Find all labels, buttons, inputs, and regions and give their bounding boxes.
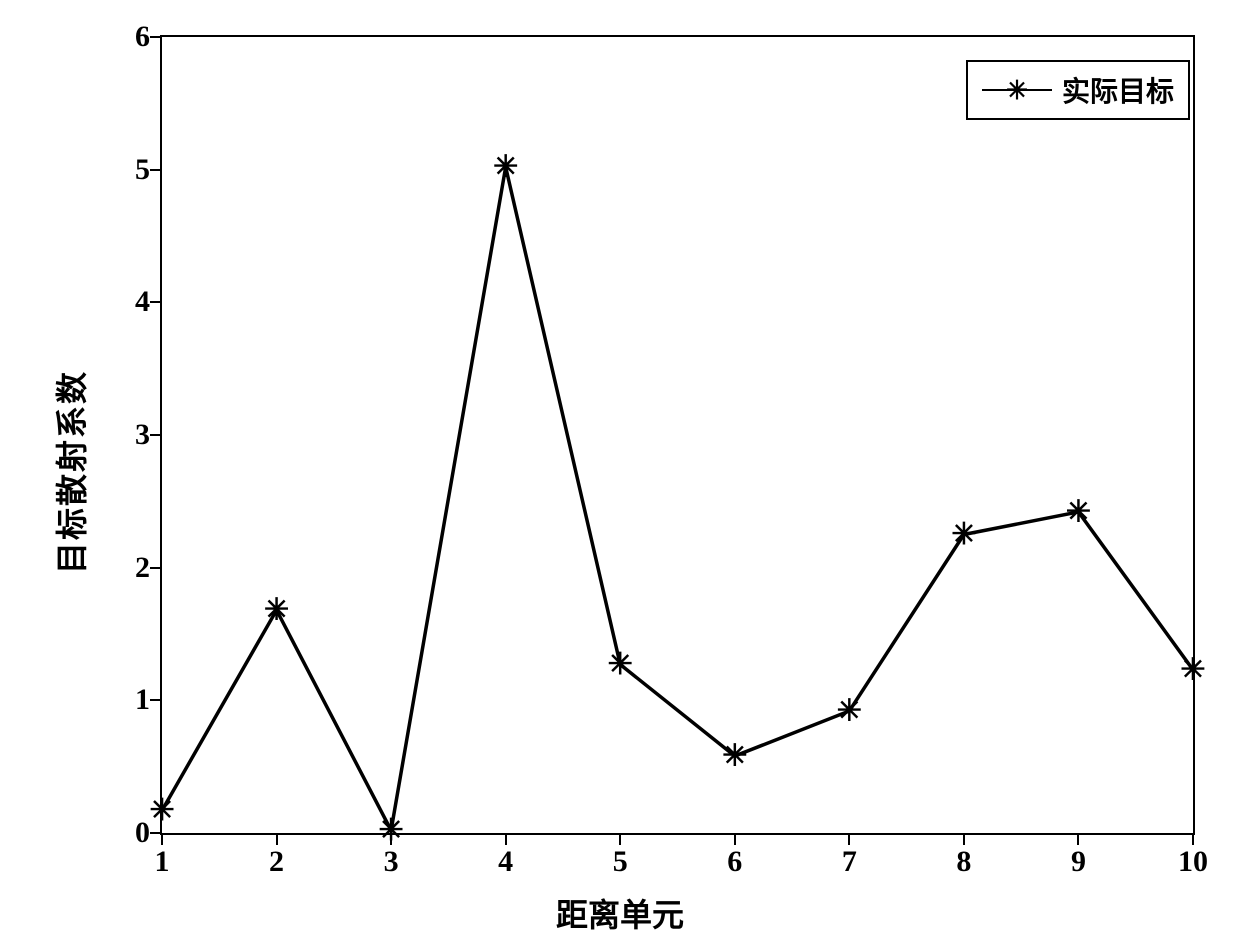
y-axis-label: 目标散射系数 [47, 369, 93, 573]
x-tick-label: 2 [252, 845, 302, 879]
x-tick [1192, 835, 1194, 845]
legend-sample-line: ✳ [982, 89, 1052, 91]
y-tick [150, 699, 160, 701]
x-tick-label: 10 [1168, 845, 1218, 879]
asterisk-icon: ✳ [837, 694, 862, 727]
asterisk-icon: ✳ [149, 794, 174, 827]
x-tick [963, 835, 965, 845]
x-tick-label: 9 [1053, 845, 1103, 879]
x-tick [848, 835, 850, 845]
y-tick-label: 2 [110, 551, 150, 585]
legend-label: 实际目标 [1062, 70, 1174, 110]
x-axis-label: 距离单元 [556, 890, 684, 936]
asterisk-icon: ✳ [722, 740, 747, 773]
asterisk-icon: ✳ [608, 648, 633, 681]
data-markers: ✳ ✳ ✳ ✳ ✳ ✳ ✳ ✳ ✳ ✳ [149, 151, 1205, 847]
asterisk-icon: ✳ [264, 594, 289, 627]
plot-svg: ✳✳✳✳✳✳✳✳✳✳ [160, 35, 1195, 835]
y-tick [150, 832, 160, 834]
x-tick [505, 835, 507, 845]
y-tick [150, 36, 160, 38]
x-tick [161, 835, 163, 845]
x-tick-label: 4 [481, 845, 531, 879]
asterisk-icon: ✳ [1066, 495, 1091, 528]
y-tick-label: 4 [110, 285, 150, 319]
y-tick [150, 434, 160, 436]
y-tick [150, 567, 160, 569]
asterisk-icon: ✳ [1180, 653, 1205, 686]
asterisk-icon: ✳ [379, 814, 404, 847]
asterisk-icon: ✳ [1006, 77, 1028, 103]
x-tick-label: 7 [824, 845, 874, 879]
asterisk-icon: ✳ [493, 151, 518, 184]
y-tick-label: 6 [110, 20, 150, 54]
y-tick-label: 3 [110, 418, 150, 452]
legend: ✳ 实际目标 [966, 60, 1190, 120]
x-tick-label: 8 [939, 845, 989, 879]
y-tick [150, 301, 160, 303]
data-series-line [162, 167, 1193, 830]
x-tick [734, 835, 736, 845]
y-tick [150, 169, 160, 171]
x-tick-label: 3 [366, 845, 416, 879]
x-tick-label: 6 [710, 845, 760, 879]
x-tick [619, 835, 621, 845]
x-tick-label: 1 [137, 845, 187, 879]
y-tick-label: 5 [110, 153, 150, 187]
x-tick-label: 5 [595, 845, 645, 879]
x-tick [276, 835, 278, 845]
x-tick [1077, 835, 1079, 845]
asterisk-icon: ✳ [951, 518, 976, 551]
y-tick-label: 1 [110, 683, 150, 717]
chart-container: 0123456 12345678910 目标散射系数 距离单元 ✳✳✳✳✳✳✳✳… [0, 0, 1240, 943]
